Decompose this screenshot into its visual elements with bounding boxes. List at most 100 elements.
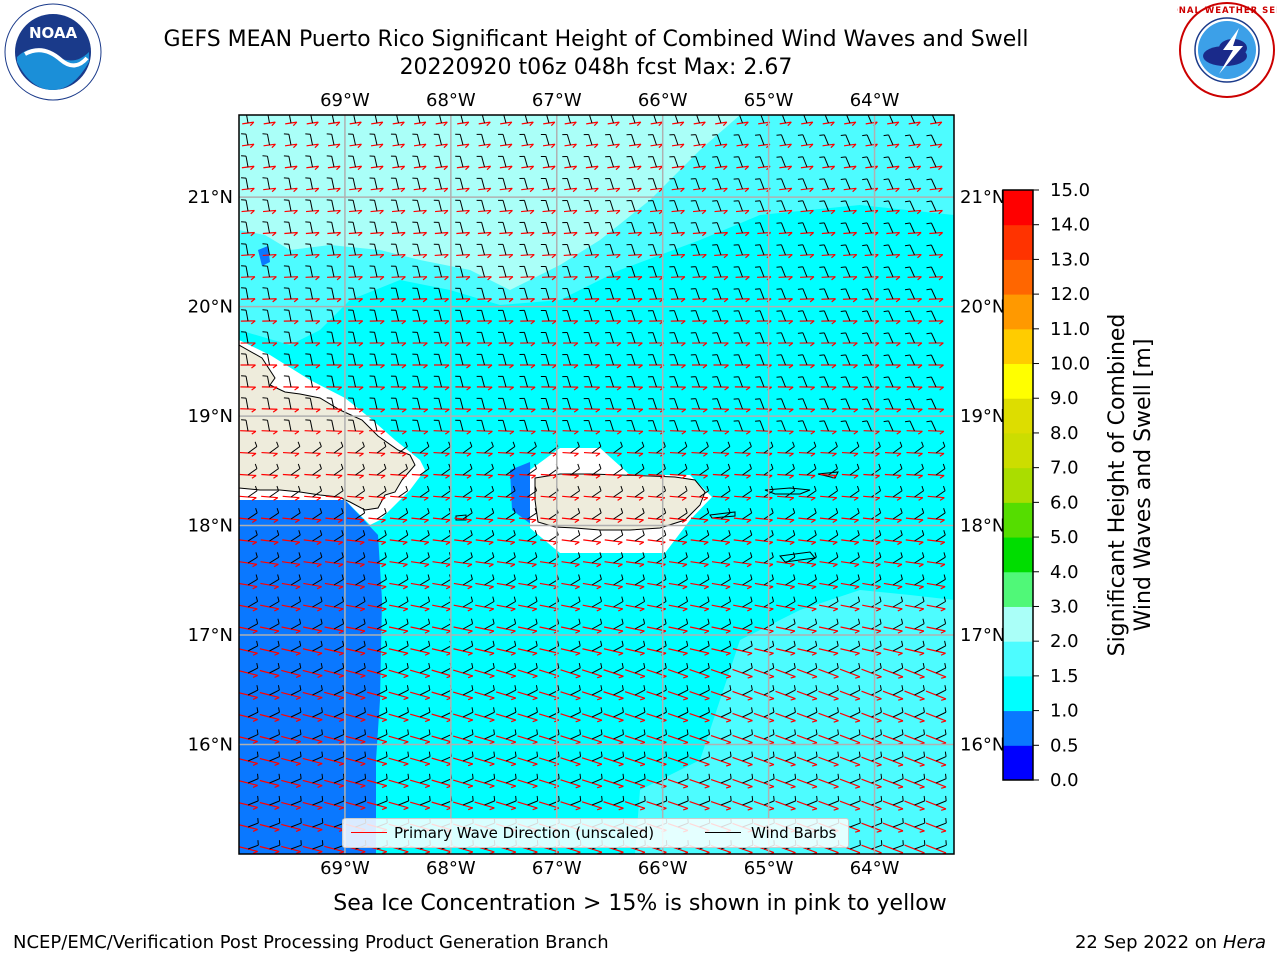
wave-direction-arrowhead bbox=[486, 232, 492, 237]
wind-barb-shaft bbox=[656, 623, 667, 630]
wave-direction-arrowhead bbox=[810, 386, 815, 391]
wave-direction-arrowhead bbox=[683, 675, 689, 679]
wind-barb-shaft bbox=[892, 623, 903, 630]
wave-direction-arrowhead bbox=[379, 165, 384, 171]
wind-barb-flag bbox=[297, 485, 301, 491]
wind-barb-shaft bbox=[892, 733, 904, 740]
wind-barb-shaft bbox=[823, 332, 829, 344]
wind-barb-shaft bbox=[398, 733, 409, 740]
wave-direction-arrowhead bbox=[402, 586, 408, 590]
wave-direction-arrowhead bbox=[336, 254, 342, 259]
wind-barb-flag bbox=[926, 354, 932, 357]
wind-barb-shaft bbox=[849, 733, 861, 740]
wind-barb-shaft bbox=[738, 222, 743, 234]
wind-barb-flag bbox=[945, 795, 947, 801]
wind-barb-shaft bbox=[656, 601, 667, 608]
wind-barb-flag bbox=[862, 178, 868, 181]
colorbar-ticks: 0.00.51.01.52.03.04.05.06.07.08.09.010.0… bbox=[1033, 180, 1090, 791]
wave-direction-arrowhead bbox=[940, 608, 946, 612]
wave-direction-arrowhead bbox=[295, 829, 301, 832]
wave-direction-arrowhead bbox=[722, 121, 728, 127]
wind-barb-shaft bbox=[871, 556, 882, 564]
wind-barb-flag bbox=[278, 795, 281, 801]
wind-barb-flag bbox=[276, 530, 280, 536]
wave-direction-arrowhead bbox=[595, 497, 601, 501]
wave-direction-arrowhead bbox=[252, 828, 258, 832]
wind-barb-shaft bbox=[695, 222, 700, 234]
wind-barb-shaft bbox=[888, 332, 894, 344]
wind-barb-shaft bbox=[802, 266, 808, 278]
wave-direction-arrowhead bbox=[876, 786, 882, 789]
wave-direction-arrowhead bbox=[274, 784, 280, 788]
colorbar-label-line1: Significant Height of Combined bbox=[1105, 314, 1130, 657]
wind-barb-shaft bbox=[656, 578, 667, 586]
wind-barb-flag bbox=[578, 685, 581, 691]
wind-barb-shaft bbox=[673, 266, 679, 278]
wind-barb-flag bbox=[857, 530, 860, 536]
wind-barb-shaft bbox=[374, 134, 378, 146]
wind-barb-shaft bbox=[352, 354, 356, 366]
wave-direction-arrowhead bbox=[444, 254, 449, 259]
wave-direction-arrowhead bbox=[400, 143, 405, 149]
wind-barb-shaft bbox=[892, 534, 903, 542]
wave-direction-arrowhead bbox=[724, 475, 730, 479]
wind-barb-shaft bbox=[269, 468, 279, 476]
wave-direction-arrowhead bbox=[723, 187, 728, 193]
wave-direction-arrowhead bbox=[381, 541, 387, 546]
wind-barb-shaft bbox=[527, 578, 538, 586]
wave-direction-arrowhead bbox=[594, 232, 600, 237]
wind-barb-shaft bbox=[462, 689, 474, 696]
wave-direction-arrowhead bbox=[896, 408, 902, 413]
wind-barb-shaft bbox=[613, 800, 624, 806]
wind-barb-shaft bbox=[247, 490, 258, 498]
wave-direction-arrowhead bbox=[876, 676, 882, 679]
wind-barb-shaft bbox=[652, 244, 657, 256]
wave-direction-arrowhead bbox=[897, 630, 903, 634]
wave-direction-arrowhead bbox=[445, 541, 451, 546]
wave-direction-arrowhead bbox=[938, 232, 944, 237]
wind-barb-shaft bbox=[588, 288, 593, 300]
wind-barb-shaft bbox=[395, 354, 399, 366]
wave-direction-arrowhead bbox=[809, 209, 814, 215]
wind-barb-shaft bbox=[290, 711, 302, 718]
wind-barb-shaft bbox=[871, 667, 882, 674]
wind-barb-shaft bbox=[716, 354, 722, 366]
wave-direction-arrowhead bbox=[637, 232, 643, 237]
wind-barb-shaft bbox=[290, 468, 301, 476]
wind-barb-shaft bbox=[462, 711, 474, 718]
wave-direction-arrowhead bbox=[508, 187, 513, 193]
wind-barb-shaft bbox=[845, 288, 851, 300]
wind-barb-flag bbox=[384, 530, 387, 536]
map-plot-area bbox=[239, 115, 954, 854]
wave-direction-arrowhead bbox=[852, 254, 858, 259]
lat-label-right: 18°N bbox=[960, 516, 1005, 537]
wave-direction-arrowhead bbox=[292, 121, 298, 127]
wave-direction-arrowhead bbox=[788, 386, 794, 391]
wind-barb-flag bbox=[427, 596, 431, 602]
wind-barb-shaft bbox=[720, 711, 732, 718]
wind-barb-shaft bbox=[892, 512, 903, 520]
wind-barb-shaft bbox=[591, 468, 602, 476]
wave-direction-arrowhead bbox=[939, 364, 944, 369]
wind-barb-shaft bbox=[527, 756, 538, 762]
wind-barb-flag bbox=[471, 707, 474, 713]
wind-barb-flag bbox=[405, 463, 408, 469]
wind-barb-shaft bbox=[716, 398, 722, 410]
wind-barb-shaft bbox=[609, 266, 614, 278]
wind-barb-shaft bbox=[914, 512, 924, 520]
wave-direction-arrowhead bbox=[273, 519, 279, 523]
wave-direction-arrowhead bbox=[917, 254, 922, 259]
wind-barb-shaft bbox=[505, 756, 517, 762]
wave-direction-arrowhead bbox=[638, 342, 643, 347]
wave-direction-arrowhead bbox=[852, 320, 858, 325]
wave-direction-arrowhead bbox=[895, 298, 901, 303]
wind-barb-shaft bbox=[266, 134, 270, 146]
wind-barb-shaft bbox=[459, 288, 464, 300]
wind-barb-shaft bbox=[656, 645, 667, 652]
wind-barb-flag bbox=[534, 552, 538, 558]
wind-barb-flag bbox=[904, 288, 911, 291]
wave-direction-arrowhead bbox=[639, 541, 645, 546]
wind-barb-shaft bbox=[523, 200, 528, 212]
wave-direction-arrowhead bbox=[273, 475, 278, 479]
wind-barb-shaft bbox=[742, 667, 753, 674]
